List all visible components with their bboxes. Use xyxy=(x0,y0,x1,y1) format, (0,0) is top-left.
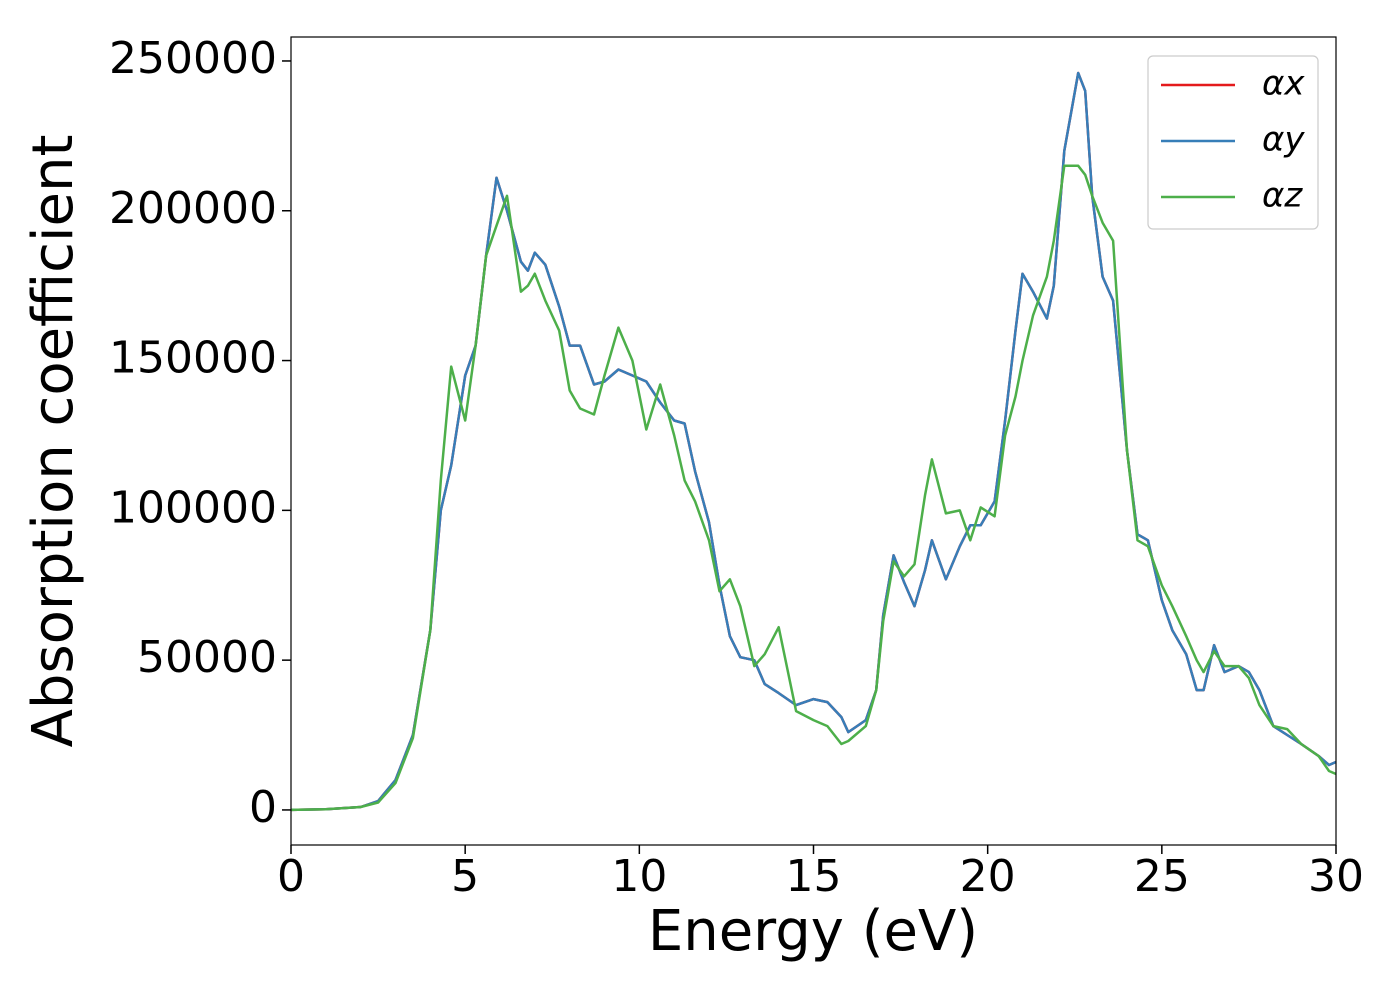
y-tick-label: 250000 xyxy=(109,33,277,84)
legend-box xyxy=(1147,55,1319,230)
x-tick-label: 10 xyxy=(611,851,667,902)
x-tick-label: 20 xyxy=(960,851,1016,902)
x-tick-label: 30 xyxy=(1308,851,1364,902)
x-axis-label: Energy (eV) xyxy=(648,899,978,964)
x-tick-label: 0 xyxy=(277,851,305,902)
y-axis-label: Absorption coefficient xyxy=(21,135,86,748)
y-tick-label: 100000 xyxy=(109,482,277,533)
y-tick-label: 0 xyxy=(249,782,277,833)
plot-frame xyxy=(290,36,1337,846)
legend-label: αy xyxy=(1262,120,1305,160)
legend-label: αx xyxy=(1262,64,1305,104)
x-tick-label: 15 xyxy=(786,851,842,902)
legend-label: αz xyxy=(1262,176,1303,216)
y-tick-label: 200000 xyxy=(109,183,277,234)
line-series xyxy=(290,164,1337,812)
x-tick-label: 5 xyxy=(451,851,479,902)
y-tick-label: 150000 xyxy=(109,333,277,384)
x-tick-label: 25 xyxy=(1134,851,1190,902)
y-tick-label: 50000 xyxy=(137,632,277,683)
